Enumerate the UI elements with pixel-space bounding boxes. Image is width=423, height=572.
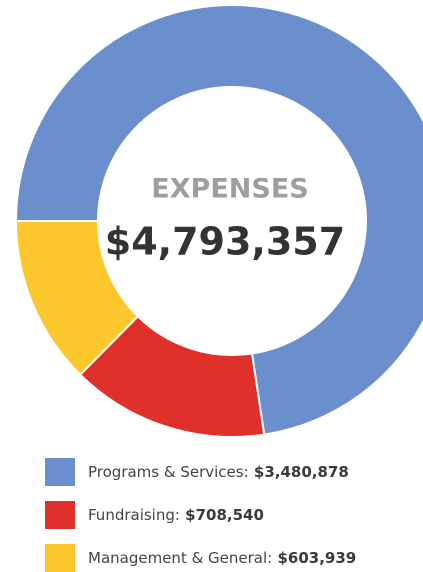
donut-segment [14, 4, 423, 436]
legend-name: Management & General: [88, 549, 272, 567]
legend-value: $603,939 [277, 549, 356, 567]
legend-label: Programs & Services: $3,480,878 [88, 463, 349, 481]
donut: Programs & Services: $3,480,878 Fundraisi… [14, 4, 423, 572]
donut-segment [14, 220, 140, 377]
center-hole [99, 88, 365, 354]
legend-swatch [45, 458, 75, 486]
legend-swatch [45, 544, 75, 572]
legend-label: Fundraising: $708,540 [88, 506, 264, 524]
legend-name: Programs & Services: [88, 463, 249, 481]
legend-value: $708,540 [185, 506, 264, 524]
total-label: $4,793,357 [105, 220, 345, 264]
legend-swatch [45, 501, 75, 529]
legend-label: Management & General: $603,939 [88, 549, 356, 567]
legend-value: $3,480,878 [254, 463, 349, 481]
legend-name: Fundraising: [88, 506, 180, 524]
chart-title: EXPENSES [151, 174, 308, 205]
